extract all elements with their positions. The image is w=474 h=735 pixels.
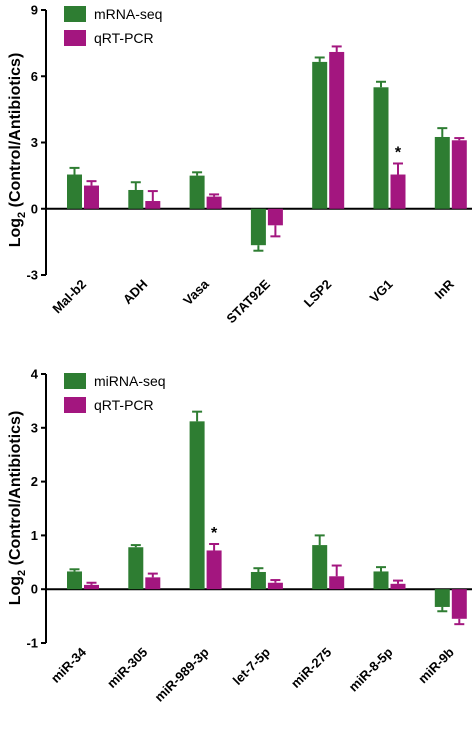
bar-qrt-pcr-lsp2 bbox=[329, 51, 345, 209]
bar-mrna-seq-adh bbox=[128, 189, 144, 209]
y-tick-label: -1 bbox=[26, 636, 38, 651]
legend-label: mRNA-seq bbox=[94, 6, 162, 22]
bar-mirna-seq-mir-275 bbox=[312, 545, 328, 590]
category-label: Mal-b2 bbox=[49, 277, 89, 317]
category-label: let-7-5p bbox=[230, 644, 273, 687]
y-tick-label: 0 bbox=[31, 201, 38, 216]
bar-mrna-seq-lsp2 bbox=[312, 61, 328, 209]
bar-mrna-seq-vasa bbox=[189, 175, 205, 209]
y-tick-label: 3 bbox=[31, 420, 38, 435]
bar-mrna-seq-vg1 bbox=[373, 87, 389, 209]
category-label: InR bbox=[431, 276, 457, 302]
legend-swatch bbox=[64, 397, 86, 413]
category-label: miR-9b bbox=[415, 644, 457, 686]
y-tick-label: 2 bbox=[31, 474, 38, 489]
y-tick-label: 1 bbox=[31, 528, 38, 543]
significance-asterisk: * bbox=[211, 525, 218, 542]
legend-swatch bbox=[64, 373, 86, 389]
bar-qrt-pcr-vasa bbox=[206, 196, 222, 209]
legend-label: qRT-PCR bbox=[94, 30, 154, 46]
legend-swatch bbox=[64, 6, 86, 22]
chart-2: -1 0 1 2 3 4 Log2 (Control/Antibiotics) miR-34 m… bbox=[7, 367, 472, 705]
category-label: miR-275 bbox=[288, 645, 334, 691]
category-label: ADH bbox=[120, 277, 151, 308]
bar-mirna-seq-mir-9b bbox=[434, 589, 450, 607]
significance-asterisk: * bbox=[395, 144, 402, 161]
y-tick-label: 6 bbox=[31, 69, 38, 84]
bar-qrt-pcr-mir-8-5p bbox=[390, 583, 406, 590]
bar-mirna-seq-mir-305 bbox=[128, 547, 144, 590]
bar-qrt-pcr-mal-b2 bbox=[84, 185, 99, 209]
bar-qrt-pcr-mir-989-3p bbox=[206, 550, 222, 590]
bar-mirna-seq-mir-34 bbox=[67, 571, 82, 590]
legend-label: qRT-PCR bbox=[94, 397, 154, 413]
bar-qrt-pcr-mir-305 bbox=[145, 577, 161, 590]
category-label: miR-8-5p bbox=[346, 644, 396, 694]
category-label: Vasa bbox=[180, 276, 212, 308]
bar-mirna-seq-let-7-5p bbox=[250, 571, 266, 590]
bar-mrna-seq-stat92e bbox=[250, 208, 266, 246]
y-tick-label: 9 bbox=[31, 3, 38, 18]
bar-qrt-pcr-let-7-5p bbox=[267, 582, 283, 590]
bar-mirna-seq-mir-8-5p bbox=[373, 571, 389, 590]
bar-mrna-seq-inr bbox=[434, 136, 450, 209]
y-axis-label: Log2 (Control/Antibiotics) bbox=[7, 53, 28, 248]
bar-mrna-seq-mal-b2 bbox=[67, 174, 82, 209]
category-label: miR-34 bbox=[48, 644, 90, 686]
y-tick-label: 4 bbox=[31, 367, 39, 382]
y-tick-label: 0 bbox=[31, 582, 38, 597]
legend-swatch bbox=[64, 30, 86, 46]
bar-qrt-pcr-vg1 bbox=[390, 174, 406, 209]
bar-qrt-pcr-mir-275 bbox=[329, 576, 345, 590]
bar-qrt-pcr-mir-9b bbox=[451, 589, 467, 619]
category-label: miR-989-3p bbox=[152, 644, 212, 704]
category-label: miR-305 bbox=[104, 645, 150, 691]
category-label: VG1 bbox=[367, 277, 396, 306]
chart-1: -3 0 3 6 9 Log2 (Control/Antibiotics) Mal-b2 AD… bbox=[7, 3, 472, 326]
y-axis-label: Log2 (Control/Antibiotics) bbox=[7, 411, 28, 606]
bar-qrt-pcr-stat92e bbox=[267, 208, 283, 226]
category-label: STAT92E bbox=[223, 276, 273, 326]
bar-qrt-pcr-mir-34 bbox=[84, 584, 99, 590]
category-label: LSP2 bbox=[301, 277, 335, 311]
bar-qrt-pcr-inr bbox=[451, 140, 467, 209]
y-tick-label: -3 bbox=[26, 268, 38, 283]
bar-qrt-pcr-adh bbox=[145, 201, 161, 209]
bar-mirna-seq-mir-989-3p bbox=[189, 421, 205, 590]
y-tick-label: 3 bbox=[31, 135, 38, 150]
legend-label: miRNA-seq bbox=[94, 373, 166, 389]
